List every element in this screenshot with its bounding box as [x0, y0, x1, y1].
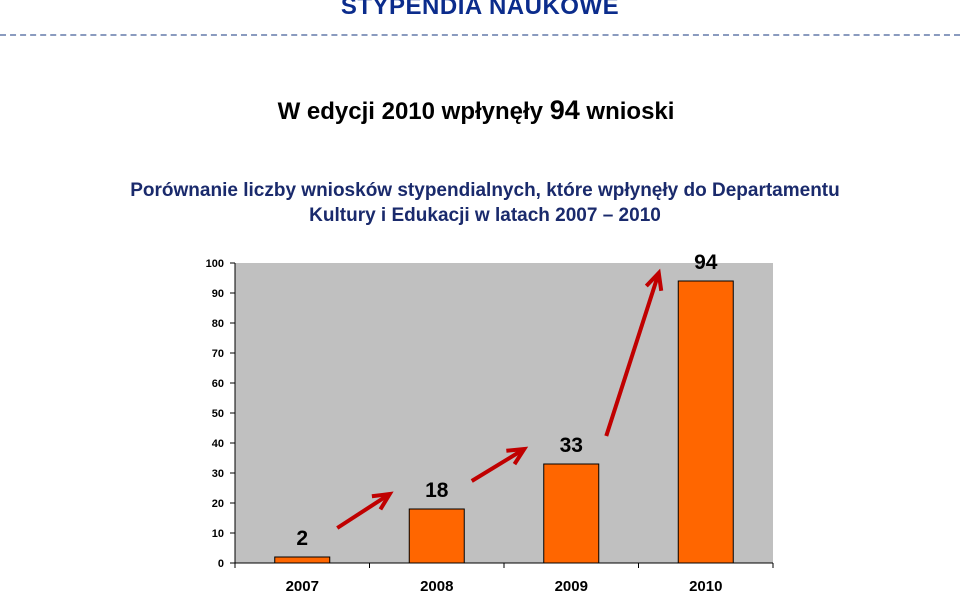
- x-category-label: 2007: [286, 578, 319, 592]
- header-divider: [0, 34, 960, 36]
- data-label-2010: 94: [694, 251, 718, 274]
- bar-2009: [543, 463, 600, 564]
- arrow-shaft: [604, 272, 661, 437]
- y-tick-label: 80: [212, 318, 224, 330]
- y-tick-label: 20: [212, 498, 224, 510]
- arrow-head: [644, 268, 664, 292]
- subtitle-line-1: Porównanie liczby wniosków stypendialnyc…: [130, 180, 840, 201]
- growth-arrow: [470, 446, 529, 483]
- growth-arrow: [604, 268, 664, 437]
- y-tick-label: 90: [212, 288, 224, 300]
- bar-2010: [677, 280, 734, 564]
- headline-text-before: W edycji 2010 wpłynęły: [277, 98, 544, 125]
- subtitle-line-2: Kultury i Edukacji w latach 2007 – 2010: [309, 205, 661, 226]
- data-label-2009: 33: [560, 434, 583, 457]
- chart-subtitle: Porównanie liczby wniosków stypendialnyc…: [0, 178, 960, 228]
- growth-arrow: [336, 491, 394, 530]
- bar-2007: [274, 556, 331, 564]
- headline-text-after: wnioski: [586, 98, 675, 125]
- y-tick-label: 100: [206, 258, 224, 270]
- page-title: STYPENDIA NAUKOWE: [340, 0, 620, 20]
- y-tick-label: 0: [218, 558, 224, 570]
- bar-2008: [408, 508, 465, 564]
- arrow-head: [506, 446, 529, 466]
- x-category-label: 2009: [555, 578, 588, 592]
- y-tick-label: 70: [212, 348, 224, 360]
- x-category-label: 2008: [420, 578, 453, 592]
- data-label-2007: 2: [296, 527, 308, 550]
- data-label-2008: 18: [425, 479, 449, 502]
- arrow-head: [371, 491, 394, 511]
- headline-number: 94: [549, 95, 580, 125]
- y-tick-label: 10: [212, 528, 224, 540]
- x-category-label: 2010: [689, 578, 722, 592]
- arrow-shaft: [470, 447, 526, 483]
- y-tick-label: 60: [212, 378, 224, 390]
- headline: W edycji 2010 wpłynęły 94 wnioski: [0, 95, 952, 126]
- y-tick-label: 30: [212, 468, 224, 480]
- y-tick-label: 40: [212, 438, 224, 450]
- arrow-shaft: [336, 492, 391, 530]
- y-tick-label: 50: [212, 408, 224, 420]
